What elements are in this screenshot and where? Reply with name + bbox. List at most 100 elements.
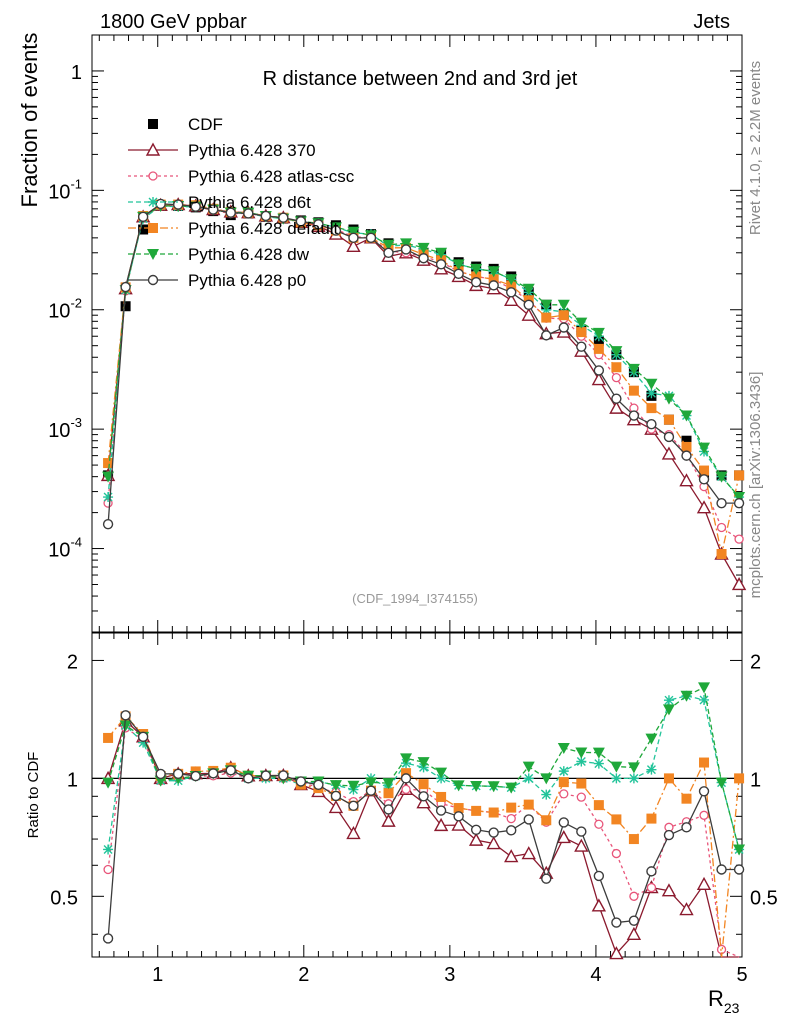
data-point [155,198,166,210]
ratio-point [733,864,745,875]
ratio-point [435,767,448,779]
legend-label: Pythia 6.428 370 [188,141,316,160]
data-point [698,442,711,454]
ratio-point [716,864,727,875]
data-point [488,280,499,291]
legend-marker [147,274,159,286]
data-point [346,238,361,252]
ratio-point [558,777,569,788]
ratio-tick-label-right: 2 [750,651,761,673]
data-point [102,518,114,530]
legend-label: Pythia 6.428 p0 [188,271,306,290]
ratio-point [435,805,447,816]
data-point [172,199,184,210]
ratio-point [558,817,569,828]
ratio-point [699,810,709,820]
ratio-point [383,788,394,799]
data-point [734,534,744,544]
ratio-plot: 0.5 0.5 1 1 2 2 [50,632,778,960]
data-point [628,385,639,396]
ratio-point [734,773,745,784]
data-point [611,393,622,404]
legend-entry: Pythia 6.428 p0 [128,271,306,290]
ratio-point [383,804,394,815]
ratio-point [487,781,500,793]
ratio-point [611,848,622,859]
ratio-point [680,690,693,702]
chart-title: R distance between 2nd and 3rd jet [263,68,578,90]
mcplots-label: mcplots.cern.ch [arXiv:1306.3436] [747,372,764,599]
ratio-point [696,876,712,890]
data-point [627,363,640,375]
data-point [243,208,254,219]
data-point [558,310,569,321]
ratio-point [699,757,710,768]
data-point [348,232,359,244]
ratio-point [190,770,201,782]
x-tick-label: 5 [736,964,747,986]
data-point [696,500,712,514]
ratio-point [504,849,519,863]
legend-label: CDF [188,115,223,134]
ratio-point [629,891,639,901]
ratio-point [451,817,466,831]
ratio-point [557,742,570,754]
ratio-point [505,782,518,794]
ratio-axis-label: Ratio to CDF [25,752,42,839]
series-6 [102,198,745,530]
ratio-point [558,766,569,777]
ratio-point [679,902,694,916]
data-point [190,201,201,212]
ratio-point [541,815,552,826]
data-point [611,372,622,383]
ratio-point [593,800,604,811]
data-point [646,388,657,399]
ratio-point [540,773,553,785]
ratio-point [468,832,484,846]
ratio-point [646,813,657,824]
ratio-point [243,773,254,784]
data-point [716,549,727,560]
data-point [120,301,131,312]
data-point [435,247,448,259]
ratio-point [556,830,571,844]
ratio-point [506,802,517,813]
data-point [679,473,694,487]
ratio-point [575,747,588,759]
data-point [681,441,692,452]
ratio-point [208,768,219,779]
ratio-point [401,784,411,795]
data-point [102,471,115,483]
legend-label: Pythia 6.428 dw [188,245,310,264]
series-0 [103,200,745,481]
legend-label: Pythia 6.428 atlas-csc [188,167,355,186]
ratio-point [418,779,429,790]
ratio-point [470,824,482,836]
data-point [103,492,114,503]
data-point [488,274,499,285]
ratio-point [576,778,587,789]
data-point [330,225,342,236]
ratio-point [559,789,569,799]
ratio-point [506,825,517,836]
data-point [681,450,692,461]
data-point [716,522,727,533]
header-right: Jets [693,11,730,33]
data-point [208,204,219,215]
ratio-point [470,780,483,792]
data-point [400,238,413,250]
data-point [731,577,747,591]
ratio-point [611,773,622,784]
ratio-point [611,917,622,928]
ratio-point [646,764,657,775]
legend-entry: Pythia 6.428 atlas-csc [128,167,355,186]
ratio-point [313,779,324,790]
x-axis-label: R23 [708,986,740,1016]
analysis-watermark: (CDF_1994_I374155) [352,591,478,606]
ratio-point [506,813,516,824]
ratio-point [593,758,604,769]
ratio-series-1 [100,713,740,960]
data-point [698,474,710,485]
ratio-point [611,814,622,825]
data-point [452,259,465,271]
